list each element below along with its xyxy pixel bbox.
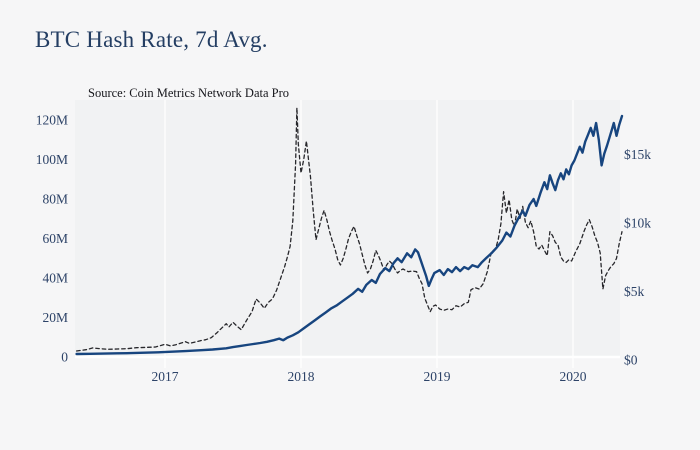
axis-labels: 0 20M 40M 60M 80M 100M 120M $0 $5k $10k $15k 2017 20…: [36, 113, 652, 385]
y-axis-left-tick: 60M: [42, 231, 68, 246]
y-axis-left-tick: 80M: [42, 192, 68, 207]
y-axis-right-tick: $0: [624, 353, 638, 368]
source-caption: Source: Coin Metrics Network Data Pro: [88, 86, 290, 100]
y-axis-left-tick: 20M: [42, 310, 68, 325]
y-axis-left-tick: 40M: [42, 271, 68, 286]
page-title: BTC Hash Rate, 7d Avg.: [35, 27, 268, 52]
plot-background: [75, 100, 620, 357]
price-line: [75, 107, 623, 352]
y-axis-right-tick: $15k: [624, 147, 651, 162]
y-axis-right-tick: $10k: [624, 216, 651, 231]
hash-rate-line: [75, 114, 624, 356]
x-axis-tick: 2019: [424, 369, 451, 384]
gridlines: [75, 100, 620, 368]
x-axis-tick: 2020: [560, 369, 587, 384]
y-axis-left-tick: 0: [61, 350, 68, 365]
x-axis-tick: 2018: [288, 369, 315, 384]
x-axis-tick: 2017: [152, 369, 179, 384]
series-lines: [75, 107, 624, 356]
y-axis-left-tick: 100M: [36, 152, 68, 167]
plot-panel: [75, 100, 620, 357]
y-axis-left-tick: 120M: [36, 113, 68, 128]
y-axis-right-tick: $5k: [624, 284, 645, 299]
